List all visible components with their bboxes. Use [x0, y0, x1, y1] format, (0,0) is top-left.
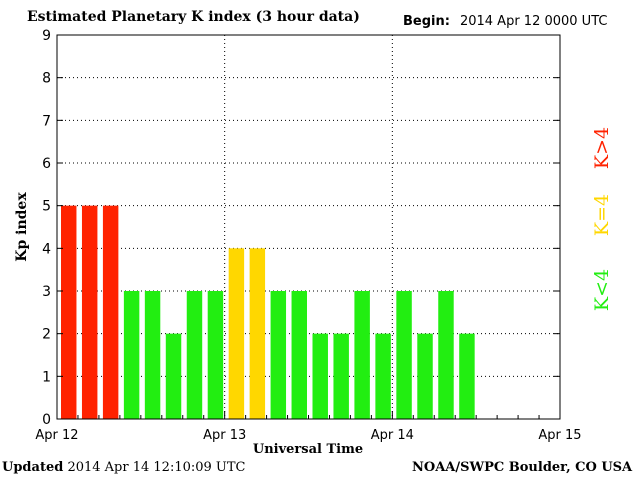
- y-tick-label: 9: [42, 28, 51, 44]
- y-tick-label: 1: [42, 369, 51, 385]
- kp-bar: [207, 291, 224, 419]
- y-tick-label: 4: [42, 241, 51, 257]
- legend-item: K=4: [591, 194, 613, 236]
- y-tick-label: 5: [42, 199, 51, 215]
- y-tick-label: 2: [42, 327, 51, 343]
- legend: K>4 K=4 K<4: [591, 127, 613, 311]
- begin-time: Begin: 2014 Apr 12 0000 UTC: [403, 14, 607, 29]
- kp-bar: [396, 291, 412, 419]
- y-tick-label: 3: [42, 284, 51, 300]
- y-tick-label: 6: [42, 156, 51, 172]
- grid: [57, 35, 560, 419]
- chart-title: Estimated Planetary K index (3 hour data…: [27, 9, 360, 25]
- bars: [61, 205, 475, 419]
- kp-bar: [186, 291, 203, 419]
- x-tick-label: Apr 15: [538, 428, 581, 443]
- kp-bar: [165, 333, 182, 419]
- x-ticks: Apr 12 Apr 13 Apr 14 Apr 15: [35, 411, 582, 443]
- kp-bar: [312, 333, 328, 419]
- y-ticks: 0 1 2 3 4 5 6 7 8 9: [42, 28, 560, 428]
- y-axis-label: Kp index: [14, 192, 30, 262]
- y-tick-label: 8: [42, 71, 51, 87]
- kp-bar: [249, 248, 266, 419]
- kp-bar: [270, 291, 287, 419]
- kp-bar: [438, 291, 454, 419]
- credit-text: NOAA/SWPC Boulder, CO USA: [412, 460, 633, 475]
- kp-bar: [102, 205, 119, 419]
- updated-label: Updated: [2, 460, 64, 475]
- x-axis-label: Universal Time: [253, 442, 363, 457]
- begin-label: Begin:: [403, 14, 450, 29]
- kp-bar: [417, 333, 433, 419]
- kp-bar: [354, 291, 370, 419]
- x-tick-label: Apr 14: [371, 428, 414, 443]
- kp-bar: [61, 205, 77, 419]
- x-tick-label: Apr 12: [35, 428, 78, 443]
- x-tick-label: Apr 13: [203, 428, 246, 443]
- y-tick-label: 0: [42, 412, 51, 428]
- y-tick-label: 7: [42, 113, 51, 129]
- begin-value: 2014 Apr 12 0000 UTC: [459, 14, 608, 29]
- kp-bar: [459, 333, 475, 419]
- legend-item: K<4: [591, 269, 613, 311]
- updated-value: 2014 Apr 14 12:10:09 UTC: [67, 460, 246, 475]
- kp-bar: [333, 333, 349, 419]
- kp-bar: [228, 248, 245, 419]
- kp-bar: [144, 291, 161, 419]
- legend-item: K>4: [591, 127, 613, 169]
- kp-bar: [123, 291, 140, 419]
- updated-time: Updated 2014 Apr 14 12:10:09 UTC: [2, 460, 246, 475]
- kp-bar: [81, 205, 98, 419]
- kp-bar: [375, 333, 391, 419]
- kp-bar: [291, 291, 307, 419]
